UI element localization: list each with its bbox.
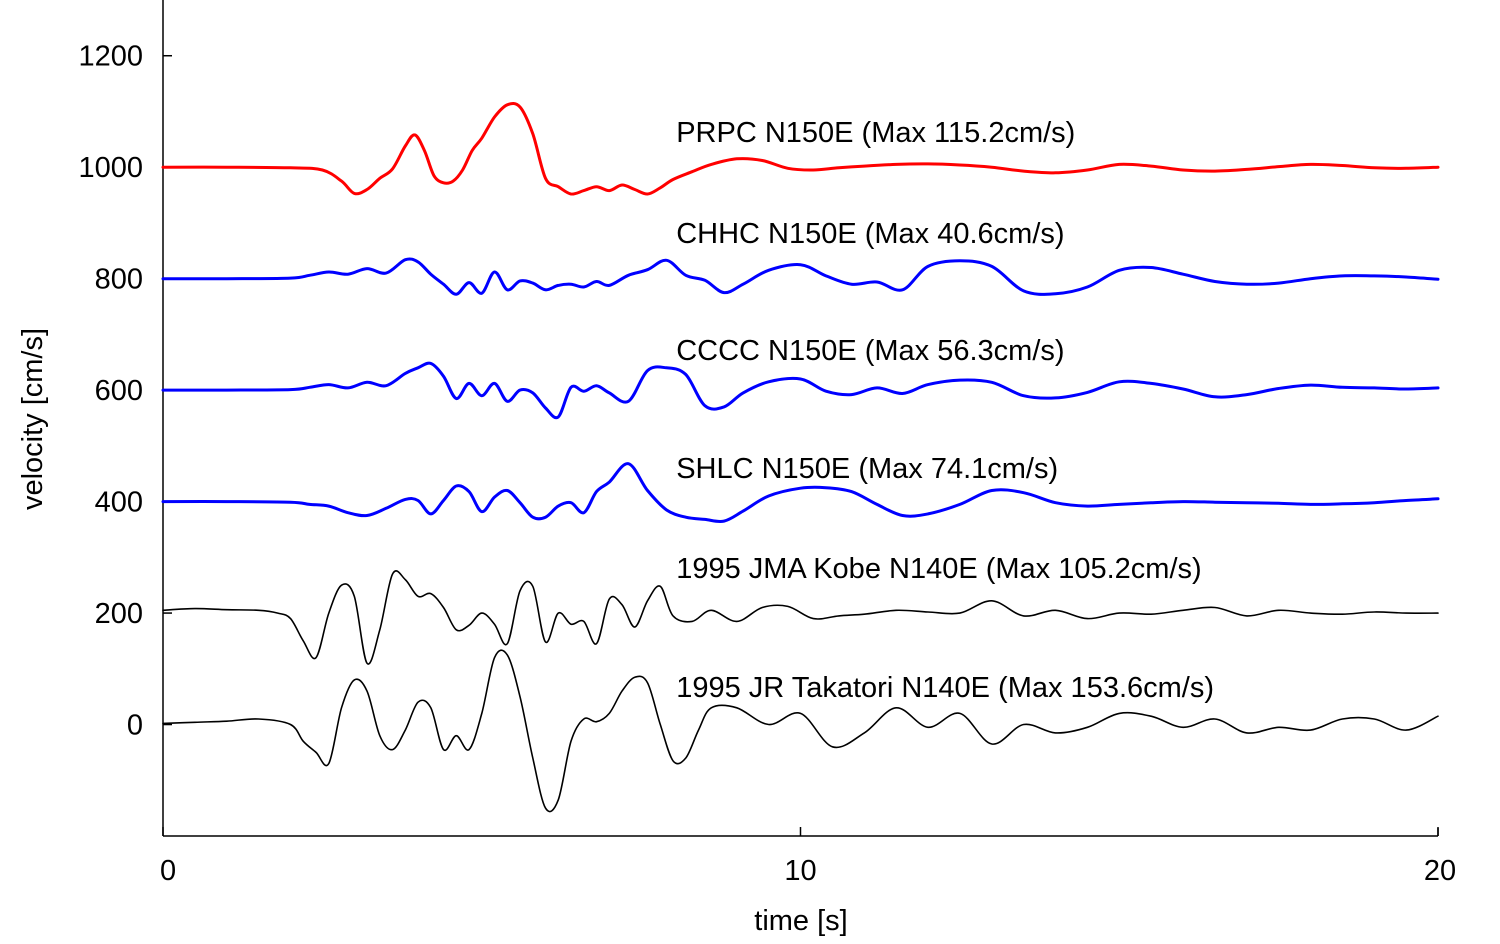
series-label-3: CCCC N150E (Max 56.3cm/s) bbox=[676, 335, 1064, 367]
y-tick-label: 1000 bbox=[78, 152, 143, 184]
x-tick-label: 10 bbox=[784, 855, 816, 887]
series-lines bbox=[161, 101, 1440, 813]
series-labels: PRPC N150E (Max 115.2cm/s) CHHC N150E (Ma… bbox=[676, 117, 1214, 704]
y-tick-label: 1200 bbox=[78, 41, 143, 73]
series-line-4 bbox=[161, 462, 1440, 524]
series-label-4: SHLC N150E (Max 74.1cm/s) bbox=[676, 453, 1058, 485]
series-label-6: 1995 JR Takatori N140E (Max 153.6cm/s) bbox=[676, 672, 1214, 704]
y-tick-label: 0 bbox=[127, 710, 143, 742]
series-line-3 bbox=[161, 361, 1440, 420]
y-tick-label: 600 bbox=[95, 375, 143, 407]
series-label-5: 1995 JMA Kobe N140E (Max 105.2cm/s) bbox=[676, 553, 1201, 585]
x-axis-ticks: 0 10 20 bbox=[160, 827, 1456, 887]
x-tick-label: 0 bbox=[160, 855, 176, 887]
x-axis-title: time [s] bbox=[754, 905, 847, 937]
series-line-5 bbox=[162, 570, 1439, 665]
y-tick-label: 200 bbox=[95, 598, 143, 630]
x-tick-label: 20 bbox=[1424, 855, 1456, 887]
series-label-1: PRPC N150E (Max 115.2cm/s) bbox=[676, 117, 1075, 149]
y-tick-label: 400 bbox=[95, 487, 143, 519]
y-axis-title: velocity [cm/s] bbox=[17, 328, 49, 510]
series-line-6 bbox=[162, 649, 1439, 813]
series-label-2: CHHC N150E (Max 40.6cm/s) bbox=[676, 218, 1064, 250]
series-line-1 bbox=[161, 101, 1440, 196]
y-axis-ticks: 0 200 400 600 800 1000 1200 bbox=[78, 41, 172, 742]
series-line-2 bbox=[161, 257, 1440, 296]
y-tick-label: 800 bbox=[95, 264, 143, 296]
